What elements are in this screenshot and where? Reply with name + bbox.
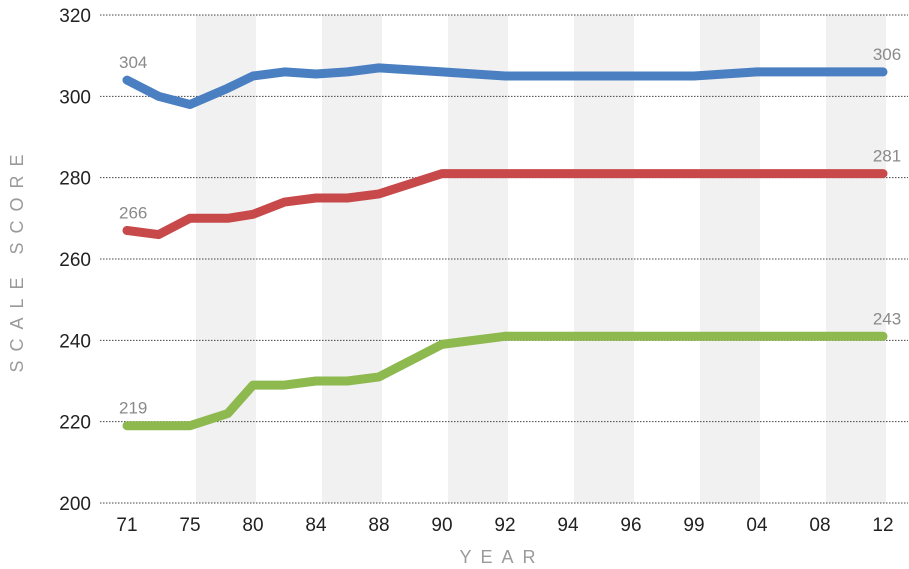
end-value-label: 281 [873,147,901,166]
x-tick-label: 75 [179,515,200,536]
x-tick-label: 94 [557,515,579,536]
end-value-label: 306 [873,45,901,64]
series-line-2 [122,169,888,240]
x-tick-label: 84 [305,515,327,536]
series-lines [122,63,888,431]
end-value-label: 243 [873,309,901,328]
x-tick-label: 04 [746,515,768,536]
x-tick-label: 88 [368,515,389,536]
series-line-1 [122,63,888,109]
x-axis-title: YEAR [459,547,544,567]
y-tick-label: 220 [59,413,91,434]
x-tick-label: 99 [683,515,704,536]
y-tick-label: 320 [59,6,91,27]
start-value-label: 266 [119,204,147,223]
x-tick-label: 12 [872,515,893,536]
x-tick-label: 90 [431,515,452,536]
y-tick-label: 300 [59,87,91,108]
start-value-label: 304 [119,53,147,72]
start-value-label: 219 [119,399,147,418]
x-tick-label: 71 [116,515,137,536]
y-tick-label: 260 [59,250,91,271]
x-axis-tick-labels: 71 75 80 84 88 90 92 94 96 99 04 08 12 [116,515,893,536]
y-tick-label: 240 [59,331,91,352]
x-tick-label: 96 [620,515,641,536]
y-axis-title: SCALE SCORE [7,145,27,372]
data-labels: 304 306 266 281 219 243 [119,45,901,418]
y-tick-label: 200 [59,494,91,515]
series-line-3 [122,331,888,431]
x-tick-label: 08 [809,515,830,536]
y-tick-label: 280 [59,169,91,190]
x-tick-label: 92 [494,515,515,536]
y-axis-tick-labels: 200 220 240 260 280 300 320 [59,6,91,515]
x-tick-label: 80 [242,515,263,536]
